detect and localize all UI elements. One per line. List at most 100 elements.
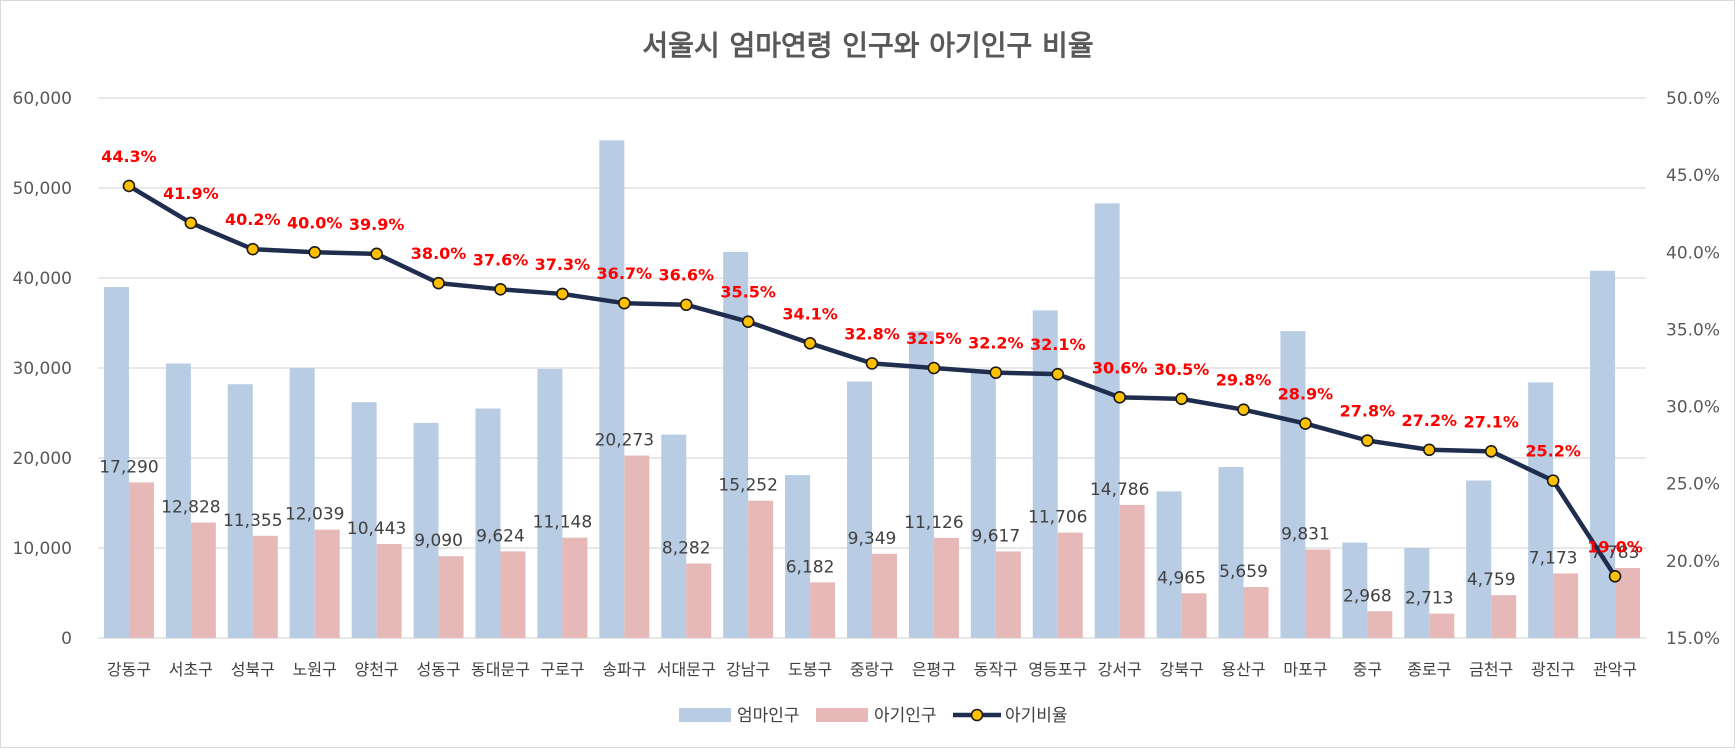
baby-value-label: 20,273	[595, 431, 654, 451]
x-category-label: 마포구	[1283, 660, 1327, 679]
y-tick-label: 50,000	[13, 179, 72, 199]
x-category-label: 강남구	[726, 660, 770, 679]
ratio-marker	[1608, 569, 1622, 583]
baby-bar	[1491, 595, 1517, 638]
baby-bar	[376, 544, 402, 638]
ratio-value-label: 25.2%	[1525, 442, 1581, 461]
x-category-label: 강북구	[1160, 660, 1204, 679]
chart-title: 서울시 엄마연령 인구와 아기인구 비율	[642, 29, 1093, 62]
ratio-marker	[556, 287, 569, 301]
mom-bar	[351, 402, 377, 638]
ratio-value-label: 19.0%	[1587, 537, 1643, 556]
mom-bar	[1032, 310, 1058, 638]
mom-bar	[1218, 467, 1244, 638]
ratio-labels: 44.3% 41.9% 40.2% 40.0% 39.9% 38.0% 37.6% 37.3%…	[101, 147, 1643, 556]
ratio-value-label: 32.8%	[844, 324, 900, 343]
ratio-value-label: 40.2%	[225, 210, 281, 229]
baby-value-label: 6,182	[786, 557, 835, 577]
x-category-label: 강동구	[107, 660, 151, 679]
ratio-value-label: 38.0%	[411, 244, 467, 263]
baby-bar	[748, 500, 774, 638]
mom-bar	[1094, 203, 1120, 639]
ratio-marker	[246, 242, 260, 256]
ratio-marker	[184, 216, 198, 230]
mom-bar	[165, 363, 191, 638]
x-category-label: 관악구	[1593, 660, 1637, 679]
mom-bar	[1466, 480, 1492, 638]
ratio-value-label: 41.9%	[163, 184, 219, 203]
ratio-marker	[927, 361, 941, 375]
x-category-label: 동대문구	[471, 660, 530, 679]
ratio-marker	[370, 247, 383, 261]
baby-value-label: 12,039	[285, 505, 344, 525]
ratio-marker	[1237, 403, 1250, 416]
ratio-value-label: 30.6%	[1092, 358, 1148, 377]
mom-bar	[1528, 382, 1554, 638]
x-category-label: 영등포구	[1028, 660, 1087, 679]
ratio-marker	[1484, 445, 1498, 458]
legend-label-ratio: 아기비율	[1005, 706, 1068, 726]
x-category-label: 종로구	[1407, 660, 1451, 679]
ratio-value-label: 37.6%	[473, 250, 529, 269]
y-tick-label: 40,000	[13, 269, 72, 289]
baby-bar	[562, 537, 588, 638]
baby-value-label: 12,828	[161, 498, 220, 518]
legend-label-baby: 아기인구	[874, 706, 937, 726]
mom-bar	[599, 140, 625, 639]
ratio-marker	[618, 296, 631, 310]
baby-value-label: 11,355	[223, 511, 282, 531]
baby-bar	[314, 529, 340, 638]
mom-bar	[1280, 331, 1306, 638]
y-tick-label: 20,000	[13, 449, 72, 469]
baby-bar	[438, 556, 464, 638]
y2-tick-label: 35.0%	[1666, 320, 1720, 340]
baby-value-label: 9,831	[1281, 525, 1330, 545]
mom-bar	[970, 369, 996, 638]
mom-bar	[537, 368, 563, 638]
baby-bar	[1119, 504, 1145, 638]
y-tick-label: 30,000	[13, 359, 72, 379]
ratio-value-label: 40.0%	[287, 213, 343, 232]
ratio-marker	[1051, 367, 1065, 381]
baby-value-label: 7,173	[1529, 548, 1578, 568]
baby-bar	[686, 563, 712, 638]
mom-bar	[661, 434, 687, 638]
mom-bar	[785, 475, 811, 638]
x-category-label: 서초구	[169, 660, 213, 679]
y2-tick-label: 15.0%	[1666, 629, 1720, 649]
baby-bar	[1305, 549, 1331, 638]
x-category-label: 동작구	[974, 660, 1018, 679]
mom-bar	[103, 287, 129, 638]
mom-bar	[1404, 548, 1430, 638]
ratio-value-label: 30.5%	[1154, 360, 1210, 379]
y2-tick-label: 50.0%	[1666, 89, 1720, 109]
baby-bar	[933, 537, 959, 638]
baby-value-label: 4,965	[1157, 568, 1206, 588]
y-axis-right: 15.0% 20.0% 25.0% 30.0% 35.0% 40.0% 45.0% 50.0%	[1666, 89, 1720, 649]
legend: 엄마인구 아기인구 아기비율	[679, 706, 1068, 726]
x-category-label: 용산구	[1221, 660, 1265, 679]
ratio-value-label: 32.1%	[1030, 335, 1086, 354]
ratio-value-label: 39.9%	[349, 215, 405, 234]
baby-bar	[128, 482, 154, 638]
legend-swatch-ratio-marker	[970, 708, 984, 722]
baby-value-label: 8,282	[662, 538, 711, 558]
ratio-marker	[989, 366, 1003, 379]
x-category-label: 도봉구	[788, 660, 832, 679]
baby-bar	[1243, 587, 1269, 638]
x-category-label: 금천구	[1469, 660, 1513, 679]
ratio-marker	[308, 245, 322, 259]
mom-bar	[413, 422, 439, 638]
baby-value-label: 11,706	[1028, 508, 1087, 528]
ratio-value-label: 37.3%	[535, 255, 591, 274]
baby-bar	[252, 535, 278, 638]
y2-tick-label: 20.0%	[1666, 552, 1720, 572]
baby-value-label: 4,759	[1467, 570, 1516, 590]
mom-bar	[1156, 491, 1182, 638]
x-category-label: 은평구	[912, 660, 956, 679]
ratio-value-label: 29.8%	[1216, 371, 1272, 390]
baby-value-label: 14,786	[1090, 480, 1149, 500]
mom-bar	[723, 251, 749, 638]
ratio-marker	[1546, 474, 1560, 487]
